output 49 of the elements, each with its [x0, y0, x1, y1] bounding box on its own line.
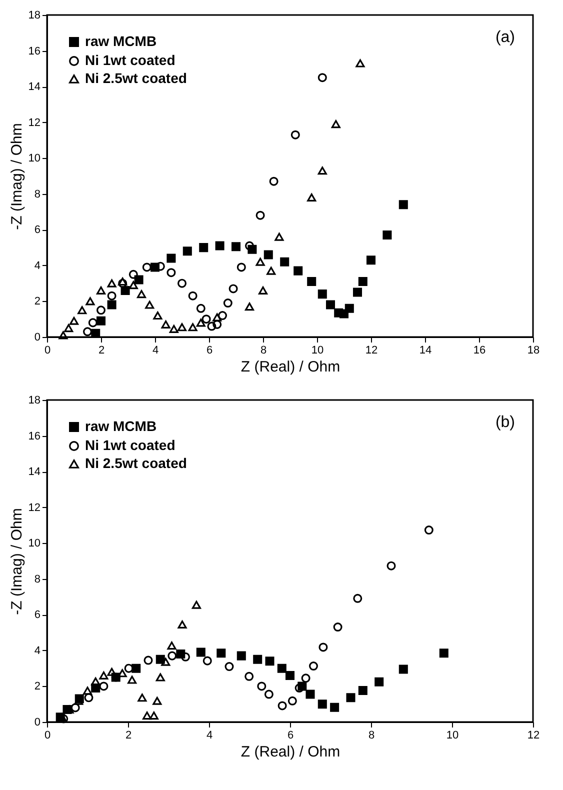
- y-tick-label: 18: [28, 394, 40, 406]
- y-tick-label: 8: [34, 573, 40, 586]
- y-tick-label: 12: [28, 502, 40, 514]
- annotation: (b): [495, 414, 515, 431]
- x-tick-label: 4: [206, 730, 213, 742]
- legend-label: raw MCMB: [85, 418, 157, 434]
- legend-label: Ni 1wt coated: [85, 437, 176, 453]
- y-tick-label: 8: [34, 188, 40, 200]
- x-tick-label: 12: [527, 730, 540, 742]
- y-tick-label: 2: [34, 296, 40, 308]
- x-tick-label: 14: [419, 344, 432, 356]
- x-tick-label: 10: [446, 730, 459, 742]
- legend-label: Ni 2.5wt coated: [85, 455, 187, 471]
- y-tick-label: 4: [34, 260, 40, 272]
- x-tick-label: 6: [287, 730, 294, 742]
- x-tick-label: 2: [98, 344, 105, 356]
- x-tick-label: 0: [44, 344, 51, 356]
- x-tick-label: 8: [368, 730, 375, 742]
- y-tick-label: 6: [34, 609, 40, 622]
- annotation: (a): [495, 29, 515, 46]
- y-tick-label: 10: [28, 538, 40, 550]
- y-tick-label: 14: [28, 466, 40, 478]
- y-axis-title: -Z (Imag) / Ohm: [8, 508, 26, 615]
- y-tick-label: 12: [28, 116, 40, 129]
- x-tick-label: 18: [527, 344, 540, 356]
- y-tick-label: 16: [28, 430, 40, 442]
- y-tick-label: 0: [34, 716, 40, 728]
- x-tick-label: 12: [365, 344, 378, 356]
- y-tick-label: 18: [28, 10, 40, 22]
- x-axis-title: Z (Real) / Ohm: [240, 744, 340, 760]
- y-tick-label: 10: [28, 152, 40, 165]
- legend-label: Ni 2.5wt coated: [85, 70, 187, 86]
- y-tick-label: 6: [34, 224, 40, 236]
- x-tick-label: 8: [260, 344, 267, 356]
- y-axis-title: -Z (Imag) / Ohm: [8, 123, 26, 230]
- legend-label: Ni 1wt coated: [85, 52, 176, 68]
- y-tick-label: 2: [34, 680, 40, 693]
- x-tick-label: 16: [473, 344, 486, 356]
- x-tick-label: 10: [311, 344, 324, 356]
- x-axis-title: Z (Real) / Ohm: [240, 358, 340, 376]
- y-tick-label: 16: [28, 45, 40, 58]
- y-tick-label: 4: [34, 644, 40, 657]
- y-tick-label: 14: [28, 81, 40, 94]
- x-tick-label: 4: [152, 344, 159, 356]
- x-tick-label: 0: [44, 730, 51, 742]
- legend-label: raw MCMB: [85, 33, 157, 49]
- y-tick-label: 0: [34, 332, 40, 344]
- x-tick-label: 2: [125, 730, 132, 742]
- x-tick-label: 6: [206, 344, 213, 356]
